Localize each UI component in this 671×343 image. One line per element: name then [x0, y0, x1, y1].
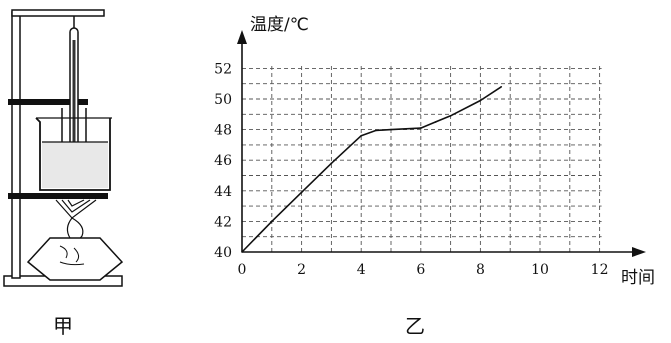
- grid: [242, 65, 602, 252]
- y-tick-label: 46: [214, 153, 232, 169]
- alcohol-lamp: [26, 217, 124, 281]
- data-point: [375, 129, 377, 132]
- x-axis-label: 时间: [621, 268, 655, 288]
- figure-caption-right: 乙: [405, 314, 425, 338]
- y-axis-label: 温度/℃: [250, 15, 309, 35]
- stand-top-arm: [11, 9, 105, 17]
- beaker: [35, 117, 112, 191]
- y-tick-label: 52: [214, 61, 232, 77]
- data-point: [360, 134, 363, 137]
- data-point: [390, 128, 392, 131]
- x-tick-label: 0: [238, 262, 247, 278]
- y-tick-label: 42: [214, 214, 232, 230]
- x-tick-label: 10: [531, 262, 549, 278]
- y-tick-label: 50: [214, 92, 232, 108]
- data-point: [271, 220, 273, 223]
- series-line: [241, 86, 502, 253]
- y-tick-label: 48: [214, 123, 232, 139]
- data-point: [300, 191, 303, 194]
- data-point: [500, 85, 503, 88]
- clamp-upper: [8, 99, 88, 105]
- data-point: [420, 127, 422, 129]
- x-axis-arrow: [632, 247, 646, 257]
- x-tick-label: 2: [297, 262, 306, 278]
- data-point: [449, 115, 452, 117]
- apparatus-illustration: [3, 9, 124, 287]
- y-axis-arrow: [237, 30, 247, 44]
- data-point: [241, 251, 243, 253]
- figure-caption-left: 甲: [53, 314, 73, 338]
- x-tick-label: 8: [476, 262, 485, 278]
- axes: [237, 30, 646, 257]
- x-tick-label: 6: [416, 262, 425, 278]
- y-tick-label: 40: [214, 245, 232, 261]
- series-layer: [241, 85, 503, 253]
- y-tick-label: 44: [214, 184, 232, 200]
- data-point: [479, 99, 482, 102]
- clamp-ring: [8, 193, 108, 199]
- data-point: [330, 162, 333, 165]
- data-point: [434, 121, 437, 123]
- x-tick-label: 12: [591, 262, 609, 278]
- x-tick-label: 4: [357, 262, 366, 278]
